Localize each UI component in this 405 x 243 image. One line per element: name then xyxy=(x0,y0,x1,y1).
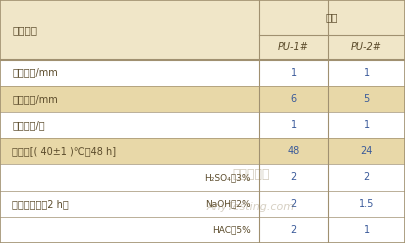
Bar xyxy=(0,112,405,138)
Text: AnyTesting.com: AnyTesting.com xyxy=(207,201,295,212)
Text: 2: 2 xyxy=(363,173,370,182)
Text: 2: 2 xyxy=(290,173,297,182)
Text: 6: 6 xyxy=(290,94,297,104)
Text: 2: 2 xyxy=(290,225,297,235)
Text: 24: 24 xyxy=(360,146,373,156)
Text: H₂SO₄，3%: H₂SO₄，3% xyxy=(205,173,251,182)
Text: 1.5: 1.5 xyxy=(359,199,374,209)
Bar xyxy=(0,217,405,243)
Text: NaOH，2%: NaOH，2% xyxy=(205,199,251,208)
Bar xyxy=(0,0,405,60)
Text: 1: 1 xyxy=(363,120,370,130)
Text: PU-2#: PU-2# xyxy=(351,42,382,52)
Text: 耐液体介质（2 h）: 耐液体介质（2 h） xyxy=(12,199,69,209)
Text: 嘉峨检测网: 嘉峨检测网 xyxy=(232,168,270,182)
Text: 5: 5 xyxy=(363,94,370,104)
Bar xyxy=(0,60,405,86)
Text: 弯曲性能/mm: 弯曲性能/mm xyxy=(12,68,58,78)
Bar xyxy=(0,164,405,191)
Text: 2: 2 xyxy=(290,199,297,209)
Text: 1: 1 xyxy=(290,120,297,130)
Text: 1: 1 xyxy=(363,68,370,78)
Text: HAC，5%: HAC，5% xyxy=(212,226,251,234)
Text: 划格试验/级: 划格试验/级 xyxy=(12,120,45,130)
Text: 检测项目: 检测项目 xyxy=(12,25,37,35)
Text: 48: 48 xyxy=(288,146,300,156)
Text: 杯突试验/mm: 杯突试验/mm xyxy=(12,94,58,104)
Bar xyxy=(0,191,405,217)
Text: PU-1#: PU-1# xyxy=(278,42,309,52)
Text: 1: 1 xyxy=(290,68,297,78)
Bar xyxy=(0,138,405,164)
Text: 耐水性[( 40±1 )℃，48 h]: 耐水性[( 40±1 )℃，48 h] xyxy=(12,146,116,156)
Text: 树脂: 树脂 xyxy=(326,13,338,23)
Text: 1: 1 xyxy=(363,225,370,235)
Bar xyxy=(0,86,405,112)
